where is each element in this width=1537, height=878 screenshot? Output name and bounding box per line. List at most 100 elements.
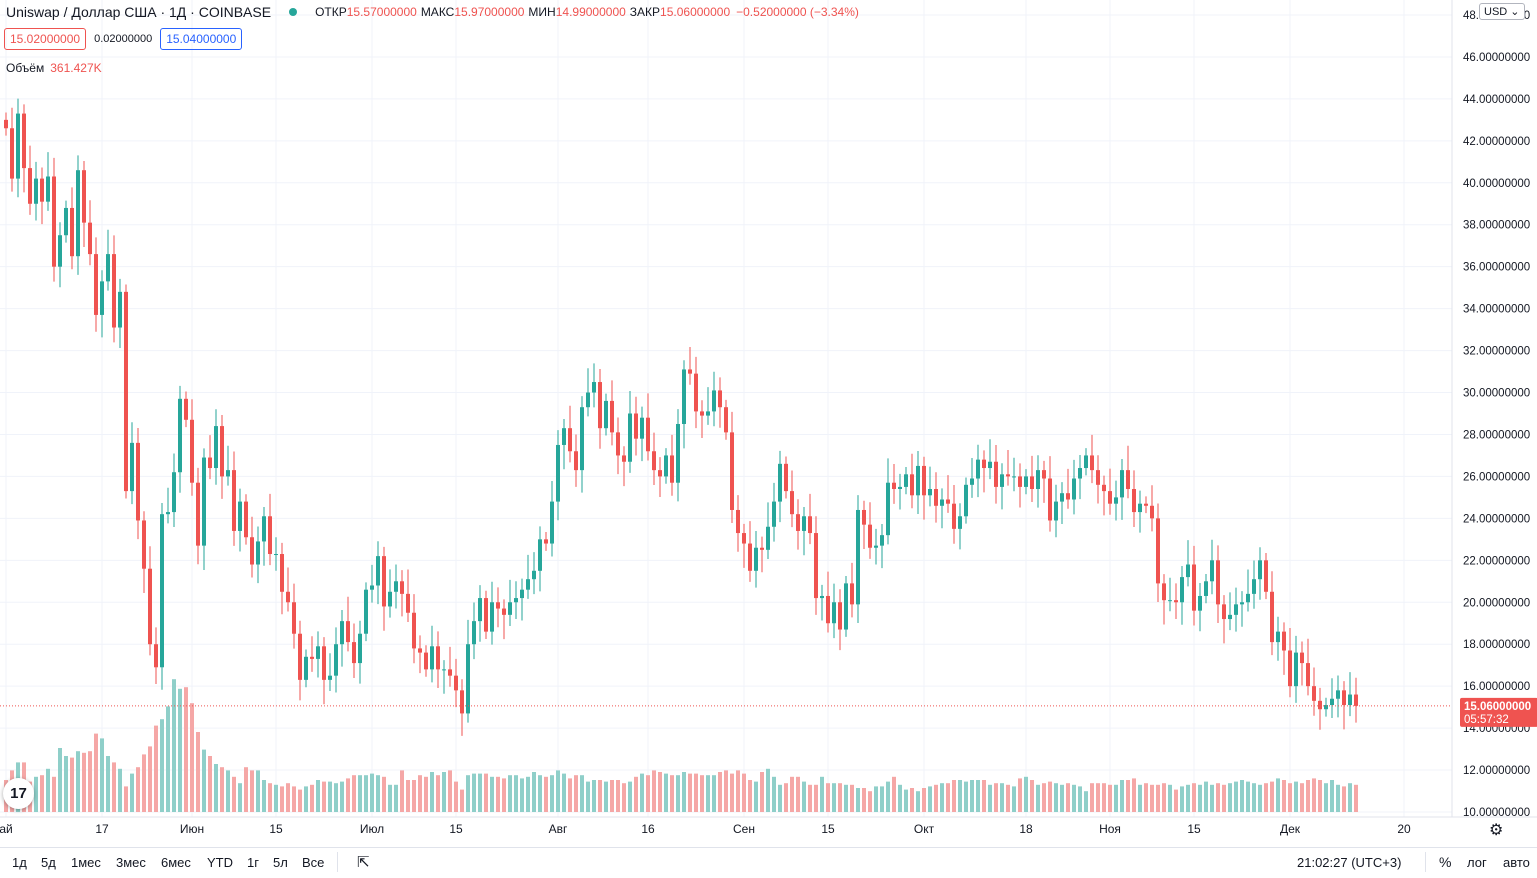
candle-body xyxy=(1228,614,1232,620)
candle-body xyxy=(1180,577,1184,603)
candle-body xyxy=(1324,705,1328,710)
volume-bar xyxy=(1204,781,1208,812)
percent-scale-button[interactable]: % xyxy=(1439,854,1452,870)
candle-body xyxy=(58,235,62,267)
volume-bar xyxy=(250,770,254,812)
tradingview-logo-icon[interactable]: 17 xyxy=(3,778,34,809)
candle-body xyxy=(568,428,572,452)
candle-body xyxy=(1258,560,1262,580)
volume-bar xyxy=(1354,784,1358,812)
change-value: −0.52000000 (−3.34%) xyxy=(736,5,859,19)
price-axis: 10.0000000012.0000000014.0000000016.0000… xyxy=(1451,0,1537,847)
currency-select[interactable]: USD ⌄ xyxy=(1479,3,1525,20)
range-button[interactable]: YTD xyxy=(207,855,233,870)
candle-body xyxy=(514,598,518,603)
volume-bar xyxy=(148,746,152,812)
candle-body xyxy=(1234,604,1238,615)
candle-body xyxy=(526,579,530,590)
volume-bar xyxy=(838,783,842,812)
buy-button[interactable]: 15.04000000 xyxy=(160,28,243,50)
volume-bar xyxy=(88,751,92,812)
candle-body xyxy=(70,207,74,257)
volume-bar xyxy=(988,784,992,812)
volume-bar xyxy=(580,775,584,812)
candle-body xyxy=(928,489,932,496)
volume-bar xyxy=(346,778,350,812)
candle-body xyxy=(820,595,824,599)
volume-bar xyxy=(1138,784,1142,812)
candle-body xyxy=(538,539,542,571)
volume-bar xyxy=(994,783,998,812)
volume-bar xyxy=(286,783,290,812)
candle-body xyxy=(868,524,872,548)
volume-bar xyxy=(796,776,800,812)
volume-bar xyxy=(946,783,950,812)
candle-body xyxy=(544,539,548,544)
volume-bar xyxy=(856,788,860,812)
last-price-label-bg xyxy=(1460,697,1537,727)
candle-body xyxy=(838,602,842,630)
volume-bar xyxy=(1150,784,1154,812)
auto-scale-button[interactable]: авто xyxy=(1503,855,1530,870)
volume-bar xyxy=(718,772,722,812)
candle-body xyxy=(706,411,710,416)
volume-bar xyxy=(958,780,962,812)
candle-body xyxy=(1054,501,1058,521)
volume-bar xyxy=(1186,784,1190,812)
volume-bar xyxy=(1342,786,1346,812)
symbol-title[interactable]: Uniswap / Доллар США · 1Д · COINBASE xyxy=(6,4,272,20)
volume-bar xyxy=(658,772,662,812)
range-button[interactable]: 6мес xyxy=(161,855,191,870)
candle-body xyxy=(286,591,290,603)
volume-bar xyxy=(940,783,944,812)
volume-bar xyxy=(1072,784,1076,812)
volume-bar xyxy=(340,781,344,812)
volume-bar xyxy=(1324,783,1328,812)
log-scale-button[interactable]: лог xyxy=(1467,855,1487,870)
range-button[interactable]: Все xyxy=(302,855,325,870)
candle-body xyxy=(1252,579,1256,594)
gear-icon[interactable]: ⚙ xyxy=(1489,822,1504,839)
replay-icon[interactable]: ⇱ xyxy=(357,854,370,871)
volume-bar xyxy=(1198,784,1202,812)
volume-bar xyxy=(1126,780,1130,812)
time-axis: ай 17 Июн 15 Июл 15 Авг 16 Сен 15 Окт 18 Ноя 15 Дек 20 xyxy=(0,816,1537,836)
volume-bar xyxy=(1180,786,1184,812)
range-button[interactable]: 1д xyxy=(12,855,27,870)
volume-bar xyxy=(970,780,974,812)
volume-bar xyxy=(904,789,908,812)
last-price-label: 15.06000000 xyxy=(1464,701,1531,713)
sell-button[interactable]: 15.02000000 xyxy=(4,28,87,50)
candle-body xyxy=(298,633,302,680)
time-readout[interactable]: 21:02:27 (UTC+3) xyxy=(1297,855,1402,870)
volume-label[interactable]: Объём xyxy=(6,61,45,75)
range-button[interactable]: 3мес xyxy=(116,855,146,870)
volume-bar xyxy=(358,775,362,812)
candle-body xyxy=(646,417,650,452)
candle-body xyxy=(880,535,884,546)
price-tick-label: 26.00000000 xyxy=(1463,471,1530,483)
candle-body xyxy=(268,516,272,555)
volume-bar xyxy=(910,788,914,812)
candle-body xyxy=(1138,503,1142,513)
range-button[interactable]: 5л xyxy=(273,855,288,870)
range-button[interactable]: 5д xyxy=(41,855,56,870)
volume-bar xyxy=(1000,783,1004,812)
range-button[interactable]: 1мес xyxy=(71,855,101,870)
price-tick-label: 16.00000000 xyxy=(1463,681,1530,693)
volume-bar xyxy=(100,738,104,812)
candle-body xyxy=(238,501,242,531)
candle-body xyxy=(598,382,602,429)
price-tick-label: 44.00000000 xyxy=(1463,94,1530,106)
candle-body xyxy=(262,516,266,542)
volume-bar xyxy=(334,783,338,812)
volume-bar xyxy=(1066,783,1070,812)
volume-bar xyxy=(664,773,668,812)
range-button[interactable]: 1г xyxy=(247,855,259,870)
candle-body xyxy=(250,537,254,565)
volume-bar xyxy=(760,772,764,812)
volume-bar xyxy=(1264,783,1268,812)
volume-bar xyxy=(730,773,734,812)
volume-bar xyxy=(94,733,98,812)
